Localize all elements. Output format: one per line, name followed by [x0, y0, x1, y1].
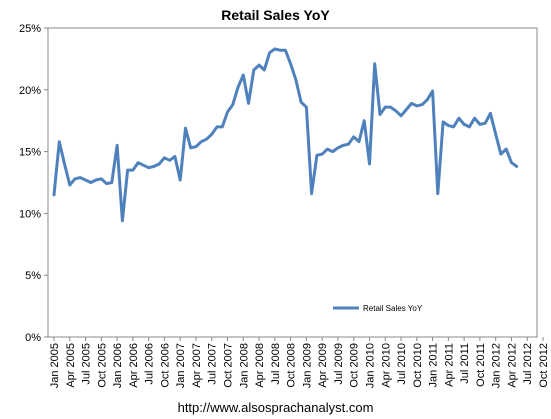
- x-tick-label: Oct 2011: [475, 343, 487, 387]
- x-tick-label: Apr 2010: [380, 343, 392, 388]
- legend: Retail Sales YoY: [333, 304, 423, 313]
- y-tick-label: 0%: [25, 332, 41, 344]
- x-tick-label: Jul 2006: [144, 343, 156, 385]
- chart-title: Retail Sales YoY: [221, 7, 330, 23]
- x-tick-label: Apr 2008: [254, 343, 266, 388]
- x-tick-label: Jan 2010: [364, 343, 376, 388]
- source-url: http://www.alsosprachanalyst.com: [177, 400, 374, 415]
- y-tick-label: 5%: [25, 270, 41, 282]
- y-tick-label: 10%: [19, 208, 41, 220]
- x-tick-label: Jan 2006: [112, 343, 124, 388]
- x-tick-label: Jul 2005: [81, 343, 93, 385]
- x-tick-label: Oct 2010: [412, 343, 424, 388]
- x-tick-label: Jul 2012: [522, 343, 534, 385]
- x-axis: Jan 2005 Apr 2005 Jul 2005 Oct 2005 Jan 2006…: [49, 337, 550, 388]
- x-tick-label: Jul 2007: [207, 343, 219, 385]
- x-tick-label: Oct 2007: [223, 343, 235, 388]
- x-tick-label: Oct 2008: [286, 343, 298, 388]
- x-tick-label: Oct 2012: [538, 343, 550, 388]
- x-tick-label: Oct 2009: [349, 343, 361, 388]
- x-tick-label: Apr 2011: [443, 343, 455, 387]
- x-tick-label: Apr 2005: [65, 343, 77, 388]
- x-tick-label: Apr 2012: [506, 343, 518, 388]
- series-group: [52, 47, 519, 223]
- x-tick-label: Jan 2008: [238, 343, 250, 388]
- x-tick-label: Jan 2005: [49, 343, 61, 388]
- x-tick-label: Jan 2011: [428, 343, 440, 387]
- x-tick-label: Jan 2007: [175, 343, 187, 388]
- x-tick-label: Oct 2005: [96, 343, 108, 388]
- x-tick-label: Jan 2009: [301, 343, 313, 388]
- x-tick-label: Jul 2008: [270, 343, 282, 385]
- x-tick-label: Jan 2012: [491, 343, 503, 388]
- plot-area: [47, 27, 538, 338]
- x-tick-label: Oct 2006: [159, 343, 171, 388]
- x-tick-label: Jul 2011: [459, 343, 471, 384]
- x-tick-label: Jul 2009: [333, 343, 345, 385]
- y-axis: 0% 5% 10% 15% 20% 25%: [19, 23, 48, 344]
- x-tick-label: Jul 2010: [396, 343, 408, 385]
- y-tick-label: 15%: [19, 147, 41, 159]
- series-line: [52, 47, 519, 223]
- legend-label: Retail Sales YoY: [363, 304, 423, 313]
- x-tick-label: Apr 2009: [317, 343, 329, 388]
- x-tick-label: Apr 2007: [191, 343, 203, 388]
- x-tick-label: Apr 2006: [128, 343, 140, 388]
- y-tick-label: 25%: [19, 23, 41, 35]
- y-tick-label: 20%: [19, 85, 41, 97]
